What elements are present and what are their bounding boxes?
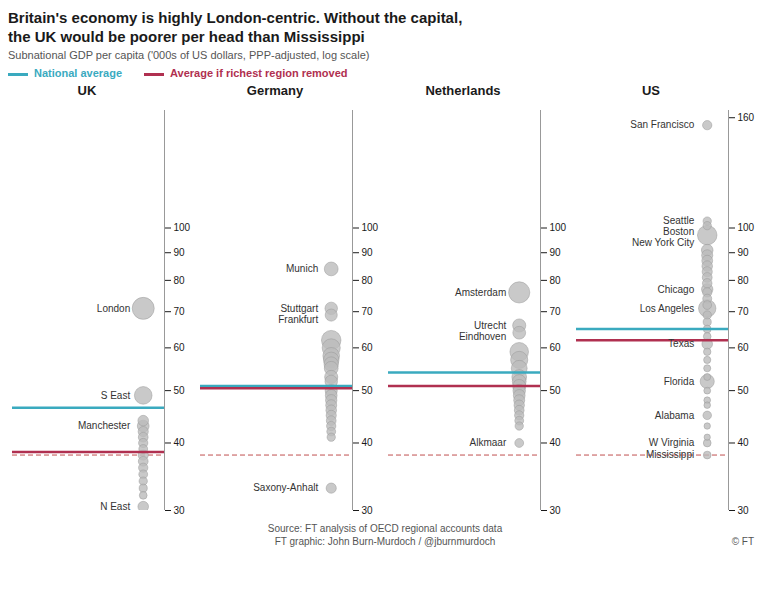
svg-text:N East: N East <box>100 501 130 512</box>
svg-text:40: 40 <box>550 437 562 448</box>
svg-text:80: 80 <box>174 275 186 286</box>
svg-text:100: 100 <box>738 222 755 233</box>
svg-text:New York City: New York City <box>632 237 694 248</box>
svg-text:Florida: Florida <box>664 376 695 387</box>
svg-text:Saxony-Anhalt: Saxony-Anhalt <box>253 482 318 493</box>
html-text:Netherlands: Netherlands <box>425 83 501 98</box>
html-text:© FT: © FT <box>731 536 754 547</box>
svg-text:Frankfurt: Frankfurt <box>278 314 318 325</box>
svg-text:30: 30 <box>362 505 374 516</box>
svg-text:60: 60 <box>362 342 374 353</box>
svg-text:90: 90 <box>174 247 186 258</box>
svg-text:Munich: Munich <box>286 263 318 274</box>
svg-text:80: 80 <box>738 275 750 286</box>
svg-text:40: 40 <box>174 437 186 448</box>
svg-text:30: 30 <box>738 505 750 516</box>
svg-text:30: 30 <box>174 505 186 516</box>
svg-text:100: 100 <box>362 222 379 233</box>
html-text:Subnational GDP per capita ('0: Subnational GDP per capita ('000s of US … <box>8 49 370 61</box>
svg-text:30: 30 <box>550 505 562 516</box>
svg-text:70: 70 <box>550 306 562 317</box>
svg-text:50: 50 <box>174 385 186 396</box>
svg-text:Utrecht: Utrecht <box>474 320 506 331</box>
svg-text:90: 90 <box>738 247 750 258</box>
svg-text:Chicago: Chicago <box>658 284 695 295</box>
svg-text:80: 80 <box>550 275 562 286</box>
svg-text:Los Angeles: Los Angeles <box>640 303 695 314</box>
svg-text:50: 50 <box>738 385 750 396</box>
svg-text:Eindhoven: Eindhoven <box>459 331 506 342</box>
svg-text:100: 100 <box>174 222 191 233</box>
html-text:Britain's economy is highly Lo: Britain's economy is highly London-centr… <box>8 9 463 45</box>
svg-text:Manchester: Manchester <box>78 420 131 431</box>
svg-text:40: 40 <box>362 437 374 448</box>
html-text:FT graphic: John Burn-Murdoch: FT graphic: John Burn-Murdoch / @jburnmu… <box>274 536 496 547</box>
svg-text:40: 40 <box>738 437 750 448</box>
svg-text:70: 70 <box>738 306 750 317</box>
svg-text:Amsterdam: Amsterdam <box>455 287 506 298</box>
svg-text:Seattle: Seattle <box>663 215 695 226</box>
html-text:National average: National average <box>34 67 122 79</box>
svg-text:50: 50 <box>550 385 562 396</box>
svg-text:60: 60 <box>738 342 750 353</box>
svg-text:S East: S East <box>101 390 131 401</box>
svg-text:70: 70 <box>174 306 186 317</box>
svg-text:100: 100 <box>550 222 567 233</box>
svg-text:90: 90 <box>550 247 562 258</box>
svg-text:90: 90 <box>362 247 374 258</box>
svg-text:London: London <box>97 303 130 314</box>
svg-text:50: 50 <box>362 385 374 396</box>
svg-text:Boston: Boston <box>663 226 694 237</box>
svg-text:60: 60 <box>550 342 562 353</box>
svg-text:60: 60 <box>174 342 186 353</box>
html-text:Germany: Germany <box>246 83 304 98</box>
svg-text:Alabama: Alabama <box>655 410 695 421</box>
svg-text:Alkmaar: Alkmaar <box>470 437 507 448</box>
html-text:Source: FT analysis of OECD re: Source: FT analysis of OECD regional acc… <box>267 523 503 534</box>
html-text:US: US <box>642 83 660 98</box>
svg-text:Texas: Texas <box>668 338 694 349</box>
svg-text:W Virginia: W Virginia <box>649 437 695 448</box>
svg-text:Mississippi: Mississippi <box>646 449 694 460</box>
svg-text:80: 80 <box>362 275 374 286</box>
svg-text:70: 70 <box>362 306 374 317</box>
html-text:Average if richest region remo: Average if richest region removed <box>170 67 348 79</box>
svg-text:San Francisco: San Francisco <box>630 119 694 130</box>
svg-text:160: 160 <box>738 112 755 123</box>
html-text:UK: UK <box>77 83 97 98</box>
svg-text:Stuttgart: Stuttgart <box>280 303 318 314</box>
